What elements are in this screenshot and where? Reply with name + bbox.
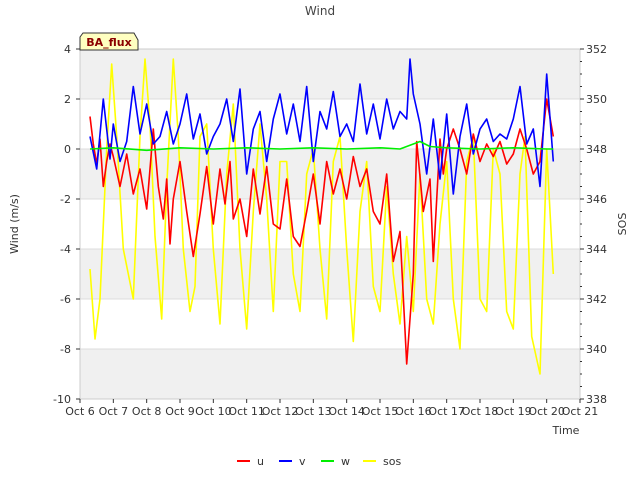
x-tick-label: Oct 10 <box>195 405 232 418</box>
legend: u v w sos <box>237 455 401 468</box>
x-tick-label: Oct 14 <box>328 405 365 418</box>
y-right-tick-label: 338 <box>586 393 607 406</box>
y-left-tick-label: -2 <box>60 193 71 206</box>
chart-title: Wind <box>305 4 335 18</box>
y-right-tick-label: 352 <box>586 43 607 56</box>
y-left-axis-label: Wind (m/s) <box>8 194 21 254</box>
x-tick-label: Oct 17 <box>428 405 465 418</box>
y-left-tick-label: -6 <box>60 293 71 306</box>
x-tick-label: Oct 11 <box>228 405 265 418</box>
x-tick-label: Oct 21 <box>562 405 599 418</box>
x-tick-label: Oct 20 <box>528 405 565 418</box>
x-axis-label: Time <box>552 424 580 437</box>
x-tick-label: Oct 12 <box>262 405 299 418</box>
station-badge-box <box>79 32 139 51</box>
x-tick-label: Oct 15 <box>362 405 399 418</box>
y-right-axis-label: SOS <box>616 213 629 236</box>
y-left-tick-label: 2 <box>64 93 71 106</box>
station-badge: BA_flux <box>79 32 139 51</box>
y-right-tick-label: 348 <box>586 143 607 156</box>
plot-band <box>80 299 580 349</box>
plot-band <box>80 49 580 99</box>
x-tick-label: Oct 19 <box>495 405 532 418</box>
y-left-tick-label: -4 <box>60 243 71 256</box>
y-left-axis-ticks: 4 2 0 -2 -4 -6 -8 -10 <box>53 43 80 406</box>
y-right-tick-label: 346 <box>586 193 607 206</box>
legend-label-u: u <box>257 455 264 468</box>
y-right-tick-label: 350 <box>586 93 607 106</box>
y-left-tick-label: 4 <box>64 43 71 56</box>
legend-label-v: v <box>299 455 306 468</box>
legend-label-sos: sos <box>383 455 401 468</box>
series-line-w <box>89 140 554 152</box>
x-tick-label: Oct 18 <box>462 405 499 418</box>
x-tick-label: Oct 6 <box>65 405 95 418</box>
legend-label-w: w <box>341 455 350 468</box>
series-layer <box>89 58 555 375</box>
y-right-tick-label: 342 <box>586 293 607 306</box>
y-right-tick-label: 340 <box>586 343 607 356</box>
y-left-tick-label: -8 <box>60 343 71 356</box>
x-tick-label: Oct 8 <box>132 405 162 418</box>
series-line-u <box>89 98 555 365</box>
plot-band <box>80 349 580 399</box>
x-tick-label: Oct 7 <box>99 405 129 418</box>
x-tick-label: Oct 16 <box>395 405 432 418</box>
station-badge-label: BA_flux <box>86 36 131 49</box>
y-left-tick-label: 0 <box>64 143 71 156</box>
x-tick-label: Oct 13 <box>295 405 332 418</box>
y-right-axis-ticks: 352 350 348 346 344 342 340 338 <box>580 43 607 406</box>
series-line-v <box>89 58 555 195</box>
x-tick-label: Oct 9 <box>165 405 195 418</box>
y-right-tick-label: 344 <box>586 243 607 256</box>
y-left-tick-label: -10 <box>53 393 71 406</box>
